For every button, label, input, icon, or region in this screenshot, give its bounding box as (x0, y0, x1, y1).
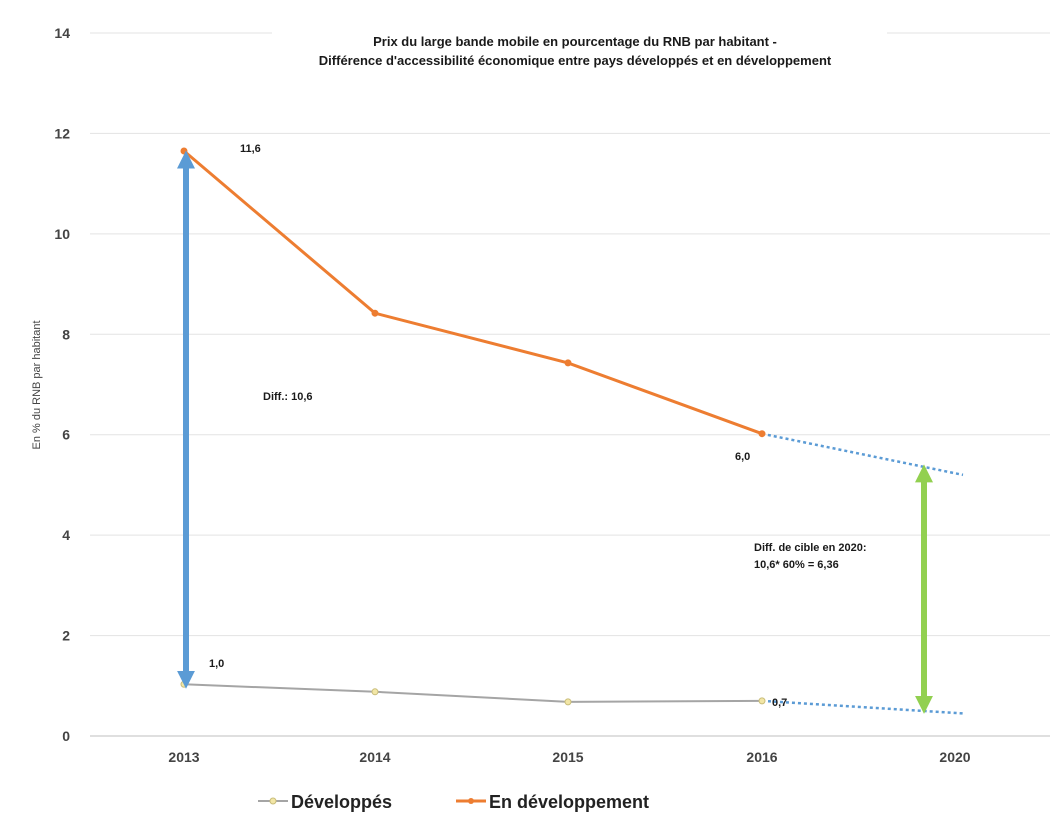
title-background (272, 24, 887, 74)
projection-line-en-d-veloppement (761, 432, 964, 477)
y-tick-label: 6 (62, 427, 70, 443)
projection-line-d-velopp-s (761, 699, 964, 715)
series-line-d-velopp-s (183, 683, 763, 703)
data-point-d-velopp-s (758, 697, 766, 705)
y-tick-label: 0 (62, 728, 70, 744)
series-line-en-d-veloppement (183, 149, 763, 436)
legend-marker-developpes (269, 797, 277, 805)
gridlines (90, 32, 1050, 737)
chart-subtitle: Différence d'accessibilité économique en… (319, 53, 832, 68)
y-tick-label: 4 (62, 527, 70, 543)
label-dev-2016: 6,0 (735, 451, 750, 463)
y-tick-label: 8 (62, 326, 70, 342)
x-tick-label: 2016 (746, 749, 777, 765)
y-tick-label: 12 (54, 125, 70, 141)
data-point-d-velopp-s (371, 688, 379, 696)
x-tick-label: 2013 (168, 749, 199, 765)
x-tick-label: 2015 (552, 749, 583, 765)
legend: Développés En développement (258, 792, 649, 812)
data-point-d-velopp-s (180, 680, 188, 688)
label-dev-2013: 11,6 (240, 143, 261, 155)
series (180, 147, 964, 715)
legend-label-developpes: Développés (291, 792, 392, 812)
arrows (177, 150, 933, 714)
label-devd-2016: 0,7 (772, 697, 787, 709)
x-tick-label: 2014 (359, 749, 390, 765)
data-point-en-d-veloppement (758, 430, 766, 438)
label-diff: Diff.: 10,6 (263, 391, 313, 403)
data-point-en-d-veloppement (564, 359, 572, 367)
x-tick-label: 2020 (939, 749, 970, 765)
y-axis-ticks: 0 2 4 6 8 10 12 14 (54, 25, 70, 744)
x-axis-ticks: 2013 2014 2015 2016 2020 (168, 749, 970, 765)
label-target-line1: Diff. de cible en 2020: (754, 542, 866, 554)
label-devd-2013: 1,0 (209, 658, 224, 670)
y-tick-label: 2 (62, 628, 70, 644)
y-tick-label: 10 (54, 226, 70, 242)
data-point-en-d-veloppement (371, 309, 379, 317)
data-point-en-d-veloppement (180, 147, 188, 155)
y-tick-label: 14 (54, 25, 70, 41)
chart-title: Prix du large bande mobile en pourcentag… (373, 34, 777, 49)
legend-label-en-developpement: En développement (489, 792, 649, 812)
legend-marker-en-developpement (468, 798, 474, 804)
data-point-d-velopp-s (564, 698, 572, 706)
label-target-line2: 10,6* 60% = 6,36 (754, 559, 839, 571)
y-axis-label: En % du RNB par habitant (31, 320, 43, 449)
